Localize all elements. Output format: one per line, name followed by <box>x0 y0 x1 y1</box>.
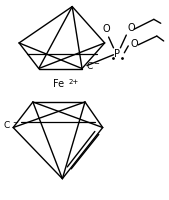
Text: −: − <box>12 119 18 125</box>
Text: O: O <box>130 39 138 49</box>
Text: Fe: Fe <box>53 79 64 89</box>
Text: O: O <box>103 24 111 34</box>
Text: P: P <box>114 49 120 58</box>
Text: 2+: 2+ <box>68 79 79 85</box>
Text: O: O <box>127 23 135 33</box>
Text: C: C <box>3 120 9 129</box>
Text: C: C <box>87 62 93 71</box>
Text: −: − <box>93 60 99 66</box>
